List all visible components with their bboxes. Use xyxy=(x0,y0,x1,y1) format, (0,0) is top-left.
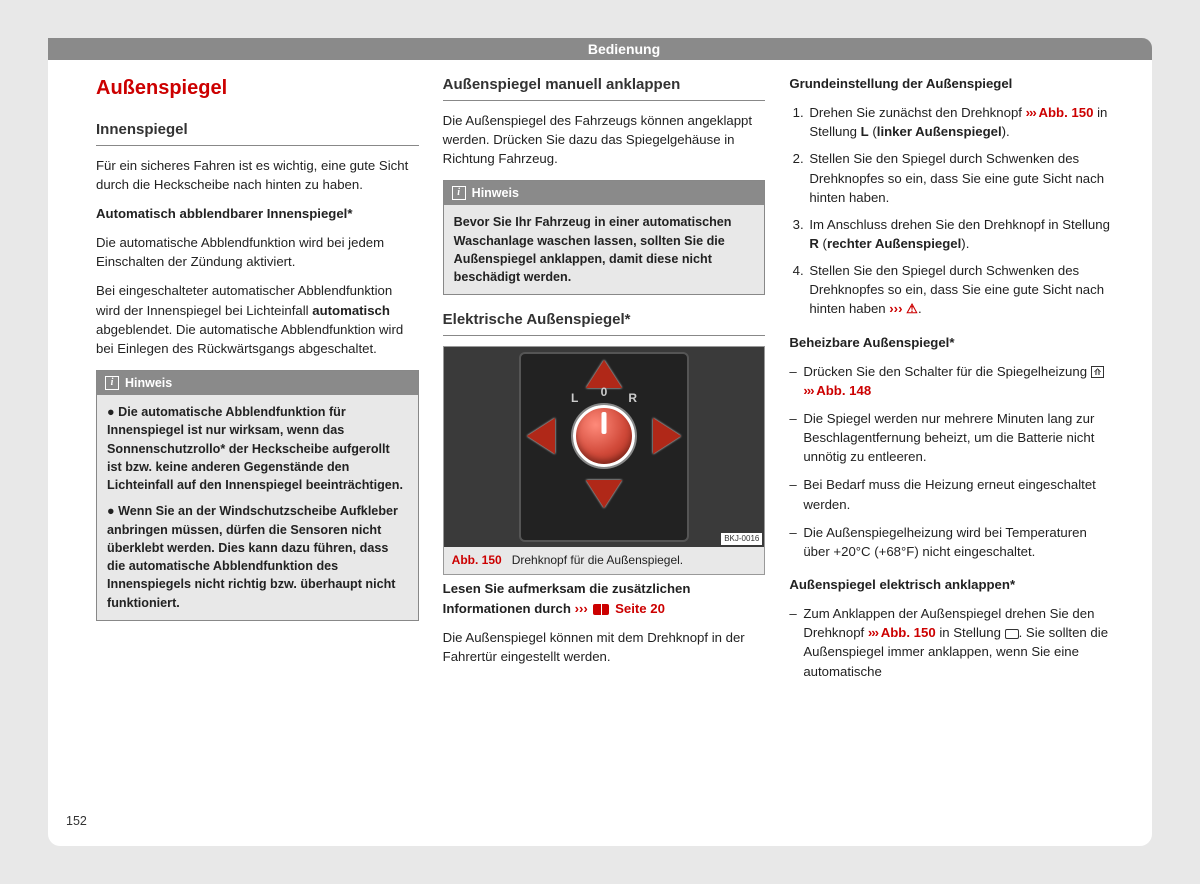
info-icon: i xyxy=(452,186,466,200)
mirror-knob xyxy=(573,405,635,467)
figure-ref: Abb. 150 xyxy=(1026,105,1094,120)
arrow-right-icon xyxy=(653,418,681,454)
figure-caption: Abb. 150 Drehknopf für die Außenspiegel. xyxy=(444,547,765,574)
subheading-heiz: Beheizbare Außenspiegel* xyxy=(789,333,1112,352)
column-1: Außenspiegel Innenspiegel Für ein sicher… xyxy=(96,74,419,690)
figure-ref: Abb. 148 xyxy=(803,383,871,398)
note-body: ● Die automatische Abblendfunktion für I… xyxy=(97,395,418,620)
image-code: BKJ-0016 xyxy=(721,533,762,545)
subheading-eank: Außenspiegel elektrisch anklappen* xyxy=(789,575,1112,594)
step-item: Im Anschluss drehen Sie den Drehknopf in… xyxy=(807,215,1112,253)
header-bar: Bedienung xyxy=(48,38,1152,60)
mirror-control-panel: L 0 R xyxy=(519,352,689,542)
note-text: Bevor Sie Ihr Fahrzeug in einer automati… xyxy=(454,213,755,286)
note-label: Hinweis xyxy=(125,374,172,392)
paragraph: Bei eingeschalteter automatischer Abblen… xyxy=(96,281,419,358)
section-title: Außenspiegel xyxy=(96,74,419,103)
subheading-auto: Automatisch abblendbarer Innenspiegel* xyxy=(96,204,419,223)
list-item: Bei Bedarf muss die Heizung erneut einge… xyxy=(789,475,1112,513)
note-body: Bevor Sie Ihr Fahrzeug in einer automati… xyxy=(444,205,765,294)
dash-list: Zum Anklappen der Außenspiegel drehen Si… xyxy=(789,604,1112,681)
knob-label-r: R xyxy=(628,390,637,407)
column-2: Außenspiegel manuell anklappen Die Außen… xyxy=(443,74,766,690)
paragraph: Für ein sicheres Fahren ist es wichtig, … xyxy=(96,156,419,194)
steps-list: Drehen Sie zunächst den Drehknopf Abb. 1… xyxy=(789,103,1112,318)
info-icon: i xyxy=(105,376,119,390)
dash-list: Drücken Sie den Schalter für die Spiegel… xyxy=(789,362,1112,561)
book-icon xyxy=(593,604,609,615)
note-header: i Hinweis xyxy=(97,371,418,395)
heater-icon: ⟰ xyxy=(1091,366,1105,378)
note-header: i Hinweis xyxy=(444,181,765,205)
arrow-left-icon xyxy=(527,418,555,454)
paragraph: Die automatische Abblendfunktion wird be… xyxy=(96,233,419,271)
paragraph: Die Außenspiegel des Fahrzeugs können an… xyxy=(443,111,766,168)
figure-ref: Abb. 150 xyxy=(452,553,502,567)
figure-ref: Abb. 150 xyxy=(868,625,936,640)
manual-page: Bedienung Außenspiegel Innenspiegel Für … xyxy=(48,38,1152,846)
paragraph: Lesen Sie aufmerksam die zusätzlichen In… xyxy=(443,579,766,617)
list-item: Die Spiegel werden nur mehrere Minuten l… xyxy=(789,409,1112,466)
heading-elektrisch: Elektrische Außenspiegel* xyxy=(443,309,766,336)
note-box: i Hinweis ● Die automatische Abblendfunk… xyxy=(96,370,419,621)
note-label: Hinweis xyxy=(472,184,519,202)
page-ref: ››› Seite 20 xyxy=(575,601,665,616)
fold-icon xyxy=(1005,629,1019,639)
subheading-grund: Grundeinstellung der Außenspiegel xyxy=(789,74,1112,93)
note-bullet: ● Wenn Sie an der Windschutzscheibe Aufk… xyxy=(107,502,408,612)
figure-caption-text: Drehknopf für die Außenspiegel. xyxy=(512,553,683,567)
figure-image: L 0 R BKJ-0016 xyxy=(444,347,765,547)
header-title: Bedienung xyxy=(588,41,660,57)
knob-label-l: L xyxy=(571,390,578,407)
content-columns: Außenspiegel Innenspiegel Für ein sicher… xyxy=(96,74,1112,690)
knob-label-0: 0 xyxy=(601,384,608,401)
list-item: Drücken Sie den Schalter für die Spiegel… xyxy=(789,362,1112,400)
step-item: Stellen Sie den Spiegel durch Schwenken … xyxy=(807,149,1112,206)
figure: L 0 R BKJ-0016 Abb. 150 Drehknopf für di… xyxy=(443,346,766,575)
warning-ref: ››› ⚠ xyxy=(889,301,918,316)
warning-icon: ⚠ xyxy=(906,299,918,318)
list-item: Die Außenspiegelheizung wird bei Tempera… xyxy=(789,523,1112,561)
page-number: 152 xyxy=(66,812,87,830)
note-bullet: ● Die automatische Abblendfunktion für I… xyxy=(107,403,408,494)
step-item: Drehen Sie zunächst den Drehknopf Abb. 1… xyxy=(807,103,1112,141)
heading-innenspiegel: Innenspiegel xyxy=(96,119,419,146)
heading-manuell: Außenspiegel manuell anklappen xyxy=(443,74,766,101)
note-box: i Hinweis Bevor Sie Ihr Fahrzeug in eine… xyxy=(443,180,766,295)
paragraph: Die Außenspiegel können mit dem Drehknop… xyxy=(443,628,766,666)
list-item: Zum Anklappen der Außenspiegel drehen Si… xyxy=(789,604,1112,681)
arrow-down-icon xyxy=(586,480,622,508)
column-3: Grundeinstellung der Außenspiegel Drehen… xyxy=(789,74,1112,690)
step-item: Stellen Sie den Spiegel durch Schwenken … xyxy=(807,261,1112,318)
